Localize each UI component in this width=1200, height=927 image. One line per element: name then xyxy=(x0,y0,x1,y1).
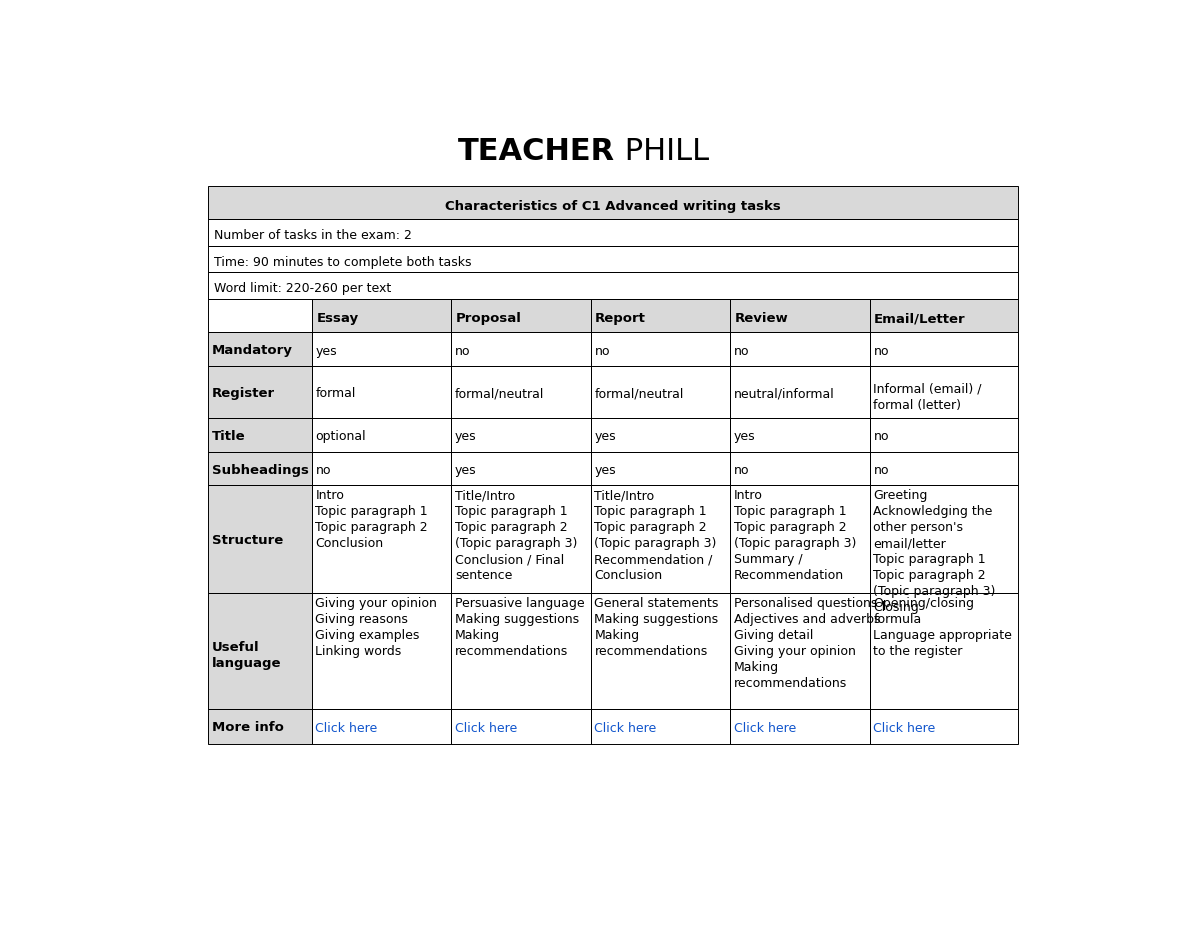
Bar xyxy=(730,299,870,333)
Bar xyxy=(208,333,312,366)
Bar xyxy=(312,486,451,593)
Bar xyxy=(870,333,1018,366)
Bar xyxy=(590,486,730,593)
Bar xyxy=(208,418,312,451)
Bar xyxy=(208,299,312,333)
Text: Register: Register xyxy=(212,387,275,400)
Bar xyxy=(730,451,870,486)
Bar xyxy=(451,486,590,593)
Text: Click here: Click here xyxy=(455,722,517,735)
Bar xyxy=(451,708,590,744)
Bar xyxy=(590,418,730,451)
Bar xyxy=(870,451,1018,486)
Bar xyxy=(730,486,870,593)
Text: TEACHER: TEACHER xyxy=(458,137,616,166)
Bar xyxy=(208,333,312,366)
Bar xyxy=(208,486,312,593)
Text: neutral/informal: neutral/informal xyxy=(734,387,835,400)
Bar xyxy=(870,593,1018,708)
Bar xyxy=(590,708,730,744)
Text: Time: 90 minutes to complete both tasks: Time: 90 minutes to complete both tasks xyxy=(215,256,472,269)
Text: Review: Review xyxy=(734,312,788,325)
Text: no: no xyxy=(594,345,610,358)
Text: formal/neutral: formal/neutral xyxy=(594,387,684,400)
Bar xyxy=(730,593,870,708)
Bar xyxy=(590,299,730,333)
Text: no: no xyxy=(734,345,750,358)
Bar xyxy=(451,593,590,708)
Text: Personalised questions
Adjectives and adverbs
Giving detail
Giving your opinion
: Personalised questions Adjectives and ad… xyxy=(734,597,881,691)
Bar xyxy=(590,486,730,593)
Bar xyxy=(730,708,870,744)
Text: no: no xyxy=(455,345,470,358)
Bar xyxy=(312,418,451,451)
Bar xyxy=(451,299,590,333)
Bar xyxy=(730,708,870,744)
Bar xyxy=(870,486,1018,593)
Bar xyxy=(590,333,730,366)
Bar xyxy=(870,708,1018,744)
Bar xyxy=(312,451,451,486)
Text: Structure: Structure xyxy=(212,535,283,548)
Bar xyxy=(870,299,1018,333)
Text: Click here: Click here xyxy=(734,722,796,735)
Bar xyxy=(870,486,1018,593)
Text: Report: Report xyxy=(595,312,646,325)
Bar xyxy=(451,451,590,486)
Bar xyxy=(312,708,451,744)
Text: no: no xyxy=(874,464,889,476)
Bar xyxy=(208,186,1018,220)
Bar xyxy=(870,418,1018,451)
Text: Intro
Topic paragraph 1
Topic paragraph 2
Conclusion: Intro Topic paragraph 1 Topic paragraph … xyxy=(316,489,428,550)
Bar xyxy=(208,593,312,708)
Bar xyxy=(590,451,730,486)
Bar xyxy=(208,451,312,486)
Text: Proposal: Proposal xyxy=(456,312,522,325)
Bar xyxy=(730,486,870,593)
Bar xyxy=(451,451,590,486)
Text: optional: optional xyxy=(316,430,366,443)
Text: yes: yes xyxy=(734,430,756,443)
Text: no: no xyxy=(874,430,889,443)
Bar xyxy=(312,299,451,333)
Text: Greeting
Acknowledging the
other person's
email/letter
Topic paragraph 1
Topic p: Greeting Acknowledging the other person'… xyxy=(874,489,996,615)
Bar xyxy=(208,593,312,708)
Text: Click here: Click here xyxy=(874,722,936,735)
Bar xyxy=(451,333,590,366)
Text: Informal (email) /
formal (letter): Informal (email) / formal (letter) xyxy=(874,383,982,412)
Bar xyxy=(312,593,451,708)
Text: Title/Intro
Topic paragraph 1
Topic paragraph 2
(Topic paragraph 3)
Conclusion /: Title/Intro Topic paragraph 1 Topic para… xyxy=(455,489,577,582)
Bar xyxy=(208,273,1018,299)
Text: Opening/closing
formula
Language appropriate
to the register: Opening/closing formula Language appropr… xyxy=(874,597,1013,658)
Text: formal/neutral: formal/neutral xyxy=(455,387,545,400)
Bar xyxy=(208,451,312,486)
Text: Click here: Click here xyxy=(316,722,378,735)
Text: PHILL: PHILL xyxy=(616,137,709,166)
Bar xyxy=(590,366,730,418)
Bar xyxy=(312,708,451,744)
Bar xyxy=(730,333,870,366)
Bar xyxy=(208,186,1018,220)
Bar xyxy=(870,418,1018,451)
Text: Title: Title xyxy=(212,430,246,443)
Bar xyxy=(312,333,451,366)
Bar xyxy=(312,418,451,451)
Bar xyxy=(730,418,870,451)
Bar xyxy=(208,486,312,593)
Text: Intro
Topic paragraph 1
Topic paragraph 2
(Topic paragraph 3)
Summary /
Recommen: Intro Topic paragraph 1 Topic paragraph … xyxy=(734,489,857,582)
Bar xyxy=(208,246,1018,273)
Text: More info: More info xyxy=(212,721,284,734)
Text: no: no xyxy=(734,464,750,476)
Text: Subheadings: Subheadings xyxy=(212,464,308,476)
Bar xyxy=(590,451,730,486)
Text: yes: yes xyxy=(455,464,476,476)
Bar xyxy=(730,299,870,333)
Bar xyxy=(451,708,590,744)
Bar xyxy=(590,333,730,366)
Bar xyxy=(208,366,312,418)
Bar xyxy=(590,708,730,744)
Bar xyxy=(730,593,870,708)
Bar xyxy=(208,708,312,744)
Bar xyxy=(208,299,312,333)
Text: Persuasive language
Making suggestions
Making
recommendations: Persuasive language Making suggestions M… xyxy=(455,597,584,658)
